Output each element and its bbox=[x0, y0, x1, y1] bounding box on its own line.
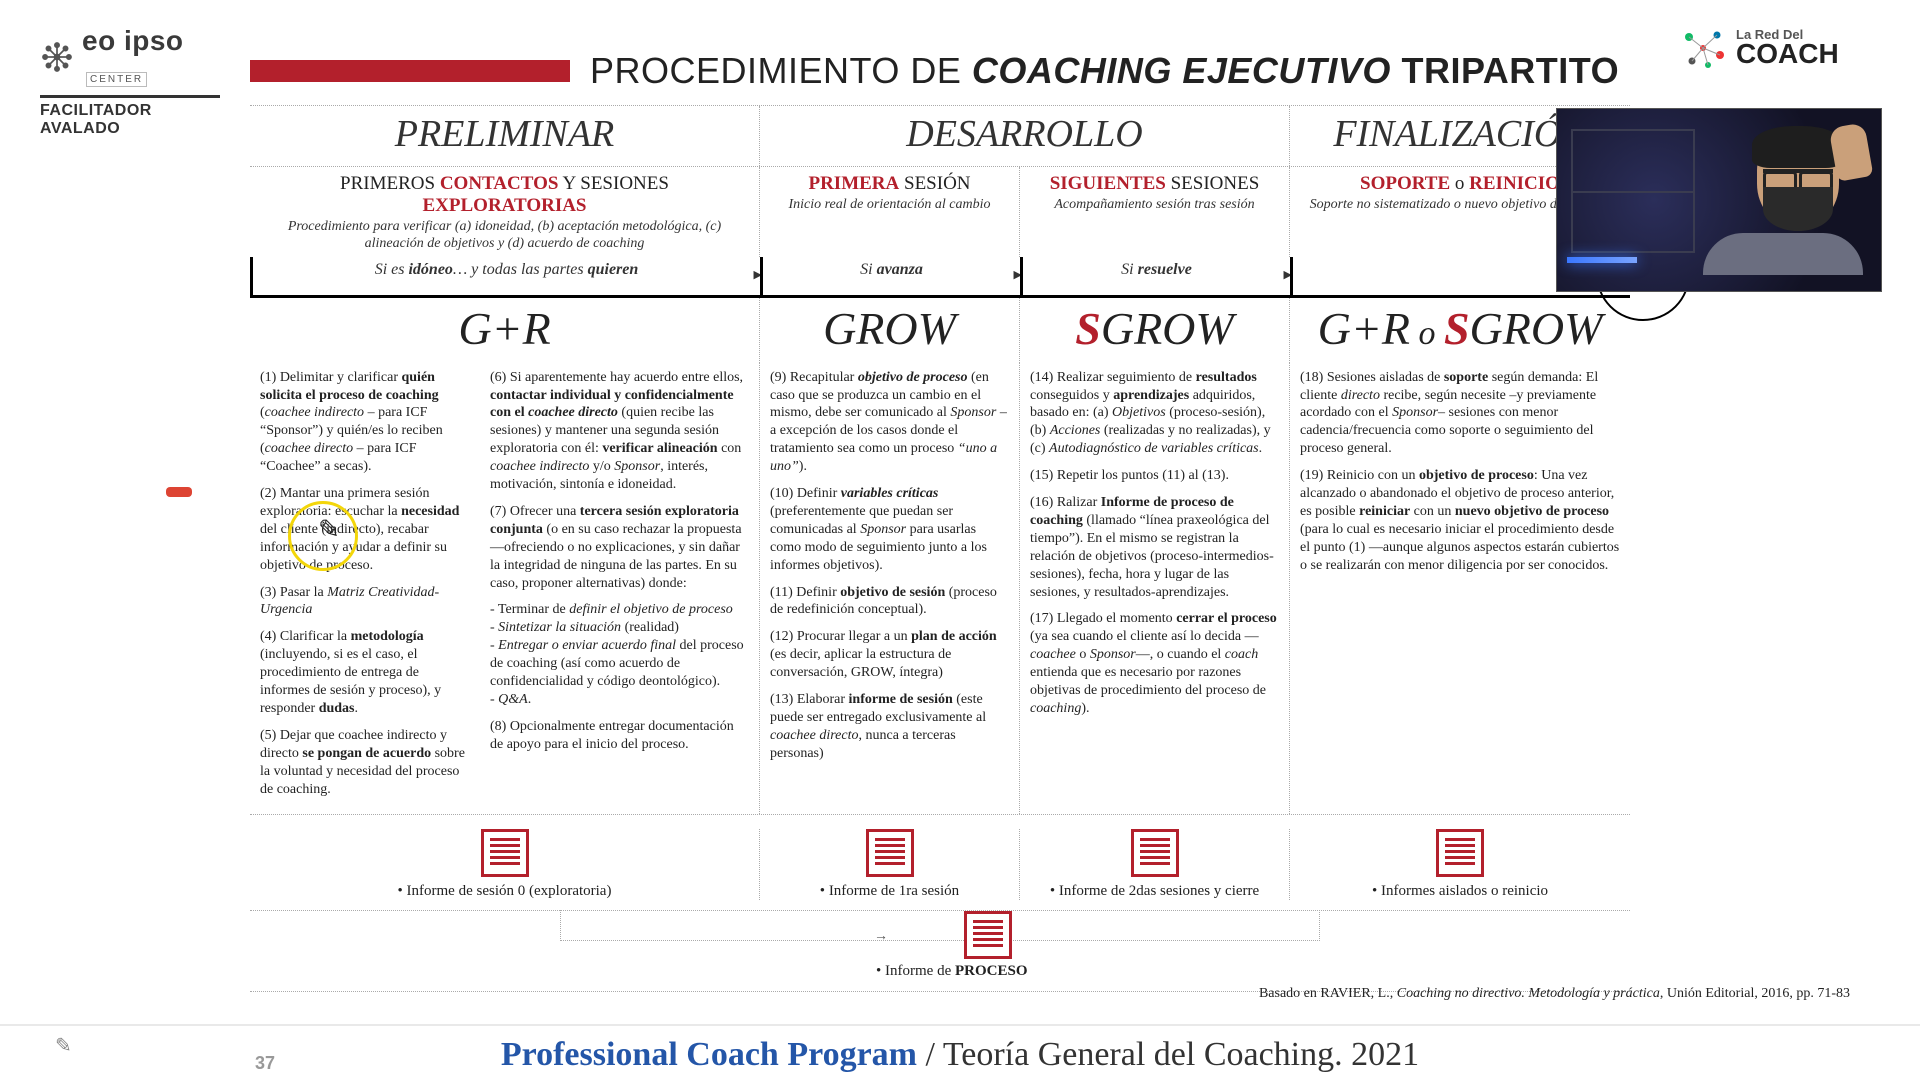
presenter-webcam bbox=[1556, 108, 1882, 292]
header-c4-b: SOPORTE bbox=[1360, 173, 1450, 194]
title-suffix: TRIPARTITO bbox=[1401, 50, 1619, 91]
method-sgrow: SGROW bbox=[1020, 298, 1290, 363]
logo-facilitador: FACILITADOR AVALADO bbox=[40, 95, 220, 138]
phase-desarrollo: DESARROLLO bbox=[760, 106, 1290, 166]
report-aislados: Informes aislados o reinicio bbox=[1290, 829, 1630, 900]
title-italic: COACHING EJECUTIVO bbox=[972, 50, 1391, 91]
body-paragraph: (17) Llegado el momento cerrar el proces… bbox=[1030, 610, 1279, 717]
header-c4-mid: o bbox=[1450, 173, 1469, 194]
body-paragraph: - Terminar de definir el objetivo de pro… bbox=[490, 601, 749, 708]
method-gr: G+R bbox=[250, 298, 760, 363]
timeline: Si es idóneo… y todas las partes quieren… bbox=[250, 257, 1630, 298]
body-paragraph: (6) Si aparentemente hay acuerdo entre e… bbox=[490, 369, 749, 494]
report-proceso-pre: Informe de bbox=[885, 963, 955, 979]
header-c1-mid: Y SESIONES bbox=[558, 173, 669, 194]
report-aislados-label: Informes aislados o reinicio bbox=[1290, 883, 1630, 900]
reports-converge: → ← Informe de PROCESO bbox=[250, 910, 1630, 991]
arrow-right-icon: → bbox=[874, 927, 888, 943]
document-icon bbox=[1131, 829, 1179, 877]
document-icon bbox=[1436, 829, 1484, 877]
body-col-1b: (6) Si aparentemente hay acuerdo entre e… bbox=[480, 363, 760, 814]
body-paragraph: (1) Delimitar y clarificar quién solicit… bbox=[260, 369, 470, 476]
header-primera: PRIMERA SESIÓN Inicio real de orientació… bbox=[760, 167, 1020, 257]
header-c1-sub: Procedimiento para verificar (a) idoneid… bbox=[260, 219, 749, 253]
report-sess1-label: Informe de 1ra sesión bbox=[760, 883, 1019, 900]
document-icon bbox=[964, 911, 1012, 959]
timeline-label-2: Si avanza bbox=[763, 261, 1020, 279]
body-paragraph: (4) Clarificar la metodología (incluyend… bbox=[260, 628, 470, 718]
title-row: PROCEDIMIENTO DE COACHING EJECUTIVO TRIP… bbox=[250, 50, 1660, 92]
document-icon bbox=[481, 829, 529, 877]
logo-eoipso: eo ipso CENTER FACILITADOR AVALADO bbox=[40, 25, 220, 138]
body-paragraph: (19) Reinicio con un objetivo de proceso… bbox=[1300, 467, 1620, 574]
header-c3-b: SIGUIENTES bbox=[1050, 173, 1166, 194]
report-sess0: Informe de sesión 0 (exploratoria) bbox=[250, 829, 760, 900]
body-paragraph: (15) Repetir los puntos (11) al (13). bbox=[1030, 467, 1279, 485]
body-paragraph: (3) Pasar la Matriz Creatividad-Urgencia bbox=[260, 584, 470, 620]
footer-program: Professional Coach Program bbox=[501, 1036, 917, 1073]
logo-eoipso-text: eo ipso bbox=[82, 25, 184, 56]
title-prefix: PROCEDIMIENTO DE bbox=[590, 50, 961, 91]
body-paragraph: (5) Dejar que coachee indirecto y direct… bbox=[260, 727, 470, 799]
timeline-label-3: Si resuelve bbox=[1023, 261, 1290, 279]
method-gr-or-sgrow: G+R o SGROW bbox=[1290, 298, 1630, 363]
body-col-1a: ✎ (1) Delimitar y clarificar quién solic… bbox=[250, 363, 480, 814]
phase-preliminar: PRELIMINAR bbox=[250, 106, 760, 166]
body-paragraph: (7) Ofrecer una tercera sesión explorato… bbox=[490, 503, 749, 593]
logo-center-tag: CENTER bbox=[86, 72, 147, 87]
timeline-label-1: Si es idóneo… y todas las partes quieren bbox=[253, 261, 760, 279]
title-red-bar bbox=[250, 60, 570, 82]
body-paragraph: (8) Opcionalmente entregar documentación… bbox=[490, 718, 749, 754]
logo-network-icon bbox=[1680, 25, 1726, 71]
body-col-4: (18) Sesiones aisladas de soporte según … bbox=[1290, 363, 1630, 814]
header-c3-sub: Acompañamiento sesión tras sesión bbox=[1030, 197, 1279, 214]
source-citation: Basado en RAVIER, L., Coaching no direct… bbox=[1259, 986, 1850, 1002]
body-paragraph: (16) Ralizar Informe de proceso de coach… bbox=[1030, 494, 1279, 601]
header-c2-sub: Inicio real de orientación al cambio bbox=[770, 197, 1009, 214]
body-col-2: (9) Recapitular objetivo de proceso (en … bbox=[760, 363, 1020, 814]
slide-title: PROCEDIMIENTO DE COACHING EJECUTIVO TRIP… bbox=[590, 50, 1619, 92]
footer-theory: Teoría General del Coaching. 2021 bbox=[943, 1036, 1419, 1073]
header-c4-b2: REINICIO bbox=[1469, 173, 1560, 194]
report-proceso: Informe de PROCESO bbox=[912, 911, 1064, 980]
body-paragraph: (14) Realizar seguimiento de resultados … bbox=[1030, 369, 1279, 459]
report-sess0-label: Informe de sesión 0 (exploratoria) bbox=[250, 883, 759, 900]
body-paragraph: (10) Definir variables críticas (prefere… bbox=[770, 485, 1009, 575]
footer-title: Professional Coach Program / Teoría Gene… bbox=[0, 1024, 1920, 1080]
body-paragraph: (18) Sesiones aisladas de soporte según … bbox=[1300, 369, 1620, 459]
report-proceso-b: PROCESO bbox=[955, 963, 1028, 979]
report-sess2: Informe de 2das sesiones y cierre bbox=[1020, 829, 1290, 900]
logo-right-big: COACH bbox=[1736, 38, 1839, 69]
header-c1-red2: EXPLORATORIAS bbox=[423, 195, 587, 216]
document-icon bbox=[866, 829, 914, 877]
header-c2-b: PRIMERA bbox=[808, 173, 899, 194]
header-c2-t: SESIÓN bbox=[899, 173, 970, 194]
logo-asterisk-icon bbox=[40, 40, 74, 74]
body-paragraph: (13) Elaborar informe de sesión (este pu… bbox=[770, 691, 1009, 763]
header-c1-pre: PRIMEROS bbox=[340, 173, 440, 194]
header-contactos: PRIMEROS CONTACTOS Y SESIONES EXPLORATOR… bbox=[250, 167, 760, 257]
body-paragraph: (9) Recapitular objetivo de proceso (en … bbox=[770, 369, 1009, 476]
report-sess1: Informe de 1ra sesión bbox=[760, 829, 1020, 900]
logo-redcoach: La Red Del COACH bbox=[1680, 25, 1880, 71]
footer-sep: / bbox=[917, 1036, 943, 1073]
red-tick-annotation bbox=[166, 487, 192, 497]
header-siguientes: SIGUIENTES SESIONES Acompañamiento sesió… bbox=[1020, 167, 1290, 257]
pen-cursor-icon: ✎ bbox=[318, 513, 340, 546]
header-c1-red1: CONTACTOS bbox=[440, 173, 559, 194]
header-c3-t: SESIONES bbox=[1166, 173, 1259, 194]
body-paragraph: (11) Definir objetivo de sesión (proceso… bbox=[770, 584, 1009, 620]
report-sess2-label: Informe de 2das sesiones y cierre bbox=[1020, 883, 1289, 900]
body-col-3: (14) Realizar seguimiento de resultados … bbox=[1020, 363, 1290, 814]
body-paragraph: (12) Procurar llegar a un plan de acción… bbox=[770, 628, 1009, 682]
method-grow: GROW bbox=[760, 298, 1020, 363]
